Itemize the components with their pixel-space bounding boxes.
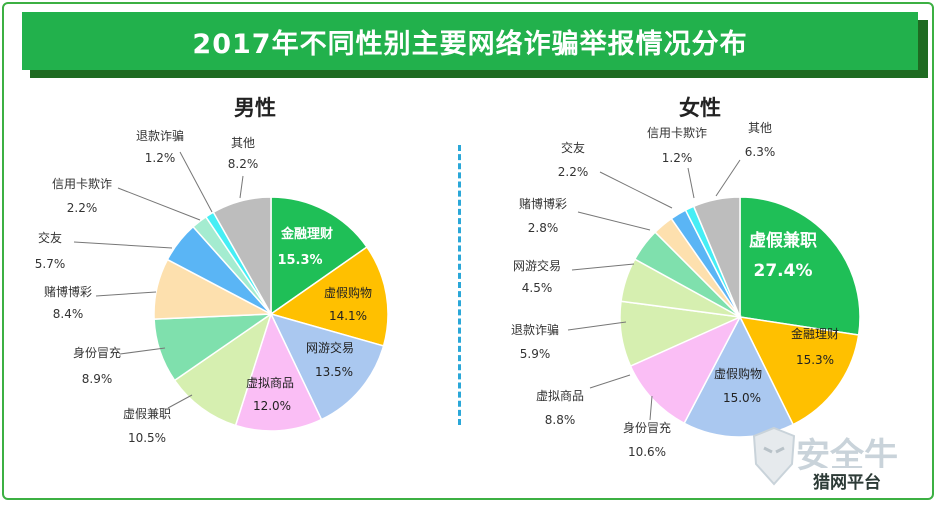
pie-title-male: 男性 — [234, 96, 276, 120]
leader-line — [649, 395, 653, 421]
slice-label: 身份冒充 — [623, 420, 671, 435]
slice-label: 虚假兼职 — [749, 230, 817, 251]
shield-logo-icon — [752, 426, 796, 486]
leader-line — [571, 263, 635, 271]
title-bar: 2017年不同性别主要网络诈骗举报情况分布 — [22, 12, 918, 70]
slice-percent: 8.4% — [53, 307, 84, 321]
watermark-sub: 猎网平台 — [810, 468, 884, 493]
slice-percent: 15.3% — [277, 253, 322, 268]
slice-percent: 8.2% — [228, 157, 259, 171]
slice-percent: 15.3% — [796, 353, 834, 367]
pie-slice — [738, 316, 860, 426]
leader-line — [599, 171, 673, 209]
slice-label: 退款诈骗 — [511, 322, 559, 337]
slice-label: 赌博博彩 — [519, 196, 567, 211]
slice-percent: 2.8% — [528, 221, 559, 235]
slice-label: 信用卡欺诈 — [647, 126, 707, 140]
slice-label: 网游交易 — [513, 258, 561, 273]
pie-title-female: 女性 — [679, 96, 721, 120]
leader-line — [119, 347, 166, 355]
slice-percent: 5.9% — [520, 347, 551, 361]
watermark: 安全牛 猎网平台 — [752, 420, 932, 500]
slice-percent: 5.7% — [35, 257, 66, 271]
slice-label: 赌博博彩 — [44, 284, 92, 299]
pie-slice — [269, 312, 385, 421]
slice-percent: 10.6% — [628, 445, 666, 459]
slice-label: 虚拟商品 — [536, 388, 584, 403]
slice-percent: 2.2% — [558, 165, 589, 179]
pie-slice — [683, 315, 795, 438]
slice-percent: 1.2% — [145, 151, 176, 165]
slice-label: 虚拟商品 — [246, 375, 294, 390]
leader-line — [167, 394, 193, 409]
pie-slice — [739, 196, 861, 336]
slice-percent: 14.1% — [329, 309, 367, 323]
slice-label: 虚假购物 — [714, 366, 762, 381]
pie-slice — [629, 315, 742, 425]
leader-line — [715, 159, 741, 197]
pie-slice — [692, 196, 741, 318]
leader-line — [589, 374, 631, 389]
slice-label: 其他 — [748, 121, 772, 135]
leader-line — [73, 241, 173, 249]
chart-divider — [458, 145, 461, 425]
slice-percent: 8.8% — [545, 413, 576, 427]
pie-slice — [212, 196, 272, 317]
leader-line — [567, 321, 627, 331]
leader-line — [179, 151, 213, 213]
leader-line — [577, 211, 651, 231]
slice-percent: 27.4% — [754, 261, 813, 281]
leader-line — [687, 167, 695, 199]
slice-label: 虚假兼职 — [123, 407, 171, 421]
slice-percent: 12.0% — [253, 399, 291, 413]
slice-label: 虚假购物 — [324, 285, 372, 300]
slice-label: 金融理财 — [791, 326, 839, 341]
slice-percent: 8.9% — [82, 372, 113, 386]
slice-percent: 15.0% — [723, 391, 761, 405]
slice-label: 交友 — [561, 140, 585, 155]
pie-slice — [173, 312, 273, 427]
slice-label: 退款诈骗 — [136, 128, 184, 143]
slice-label: 信用卡欺诈 — [52, 177, 112, 191]
leader-line — [117, 187, 201, 221]
pie-slice — [234, 311, 323, 432]
slice-percent: 2.2% — [67, 201, 98, 215]
leader-line — [95, 291, 157, 297]
pie-slice — [269, 245, 389, 347]
slice-percent: 10.5% — [128, 431, 166, 445]
slice-percent: 6.3% — [745, 145, 776, 159]
slice-label: 其他 — [231, 136, 255, 150]
pie-slice — [270, 196, 368, 316]
slice-percent: 4.5% — [522, 281, 553, 295]
leader-line — [239, 175, 244, 199]
slice-percent: 1.2% — [662, 151, 693, 165]
slice-percent: 13.5% — [315, 365, 353, 379]
slice-label: 金融理财 — [280, 226, 333, 242]
chart-title: 2017年不同性别主要网络诈骗举报情况分布 — [192, 28, 748, 60]
slice-label: 身份冒充 — [73, 345, 121, 360]
slice-label: 交友 — [38, 230, 62, 245]
slice-label: 网游交易 — [306, 340, 354, 355]
